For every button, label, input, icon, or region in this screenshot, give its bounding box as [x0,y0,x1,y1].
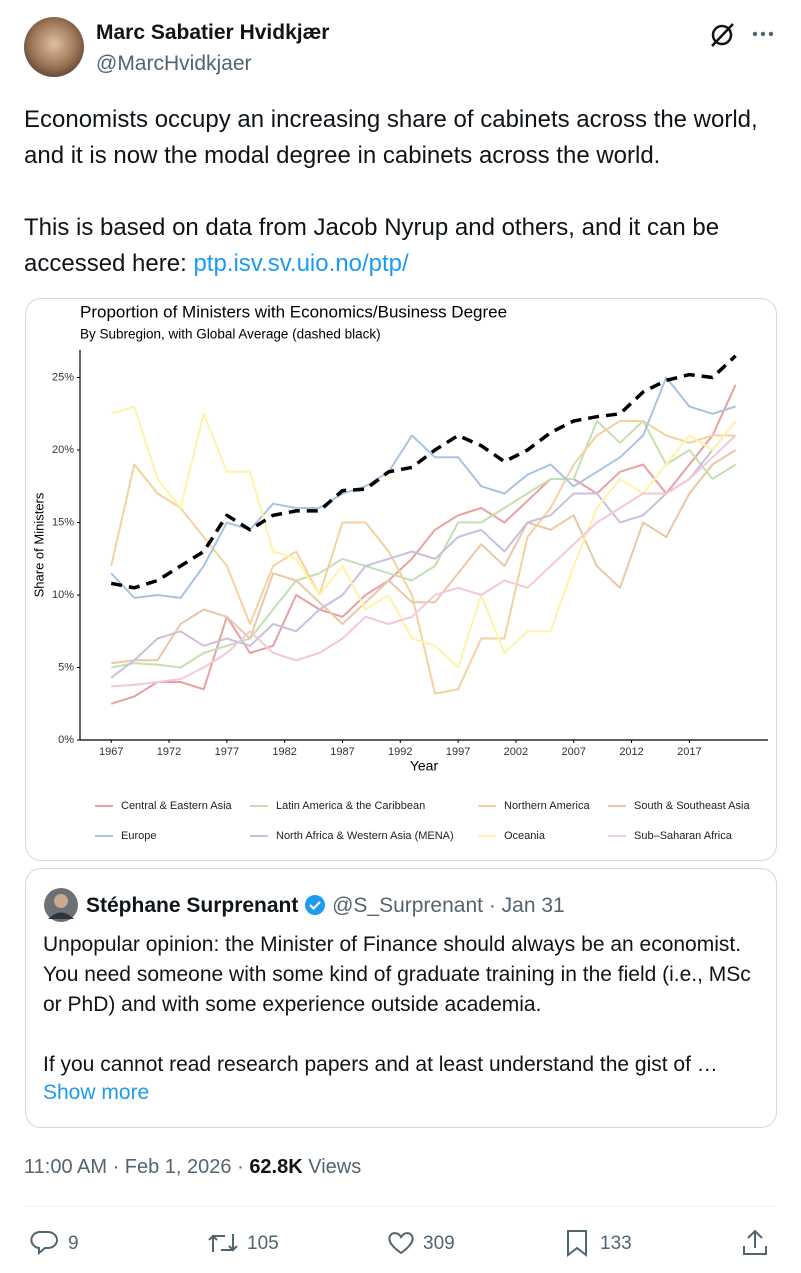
share-icon[interactable] [740,1228,770,1258]
quote-author[interactable]: Stéphane Surprenant [86,894,299,917]
quote-handle[interactable]: @S_Surprenant [332,894,483,917]
global-average-line [110,354,737,590]
reply-count: 9 [68,1233,79,1254]
link[interactable]: ptp.isv.sv.uio.no/ptp/ [193,250,409,277]
chart: Proportion of Ministers with Economics/B… [31,302,768,842]
author-name[interactable]: Marc Sabatier Hvidkjær [96,21,330,44]
tweet-text: This is based on data from Jacob Nyrup a… [24,210,784,282]
legend-label: Northern America [504,800,590,812]
like-icon[interactable] [386,1228,416,1258]
x-tick-label: 1972 [157,746,181,758]
quote-header: Stéphane Surprenant @S_Surprenant · Jan … [86,894,565,918]
repost-icon[interactable] [205,1228,241,1258]
avatar[interactable] [24,17,84,77]
legend-label: South & Southeast Asia [634,800,750,812]
legend-label: Oceania [504,830,546,842]
x-tick-label: 1977 [215,746,239,758]
quote-avatar[interactable] [44,888,80,924]
series-line [110,420,736,695]
series-line [111,449,737,665]
like-count: 309 [423,1233,455,1254]
header-icons[interactable] [706,20,786,50]
tweet-text: This is based on data from Jacob Nyrup a… [24,214,720,277]
y-tick-label: 10% [52,589,74,601]
series-line [111,420,737,669]
reply-icon[interactable] [30,1228,60,1258]
y-tick-label: 5% [58,661,74,673]
bookmark-count: 133 [600,1233,632,1254]
views-label: Views [308,1156,362,1178]
legend-label: Sub–Saharan Africa [634,830,733,842]
separator: · [488,894,496,917]
legend-label: Latin America & the Caribbean [276,800,425,812]
y-tick-label: 0% [58,734,74,746]
y-axis-label: Share of Ministers [31,492,46,597]
x-tick-label: 1992 [388,746,412,758]
show-more[interactable]: Show more [43,1081,150,1104]
x-tick-label: 2012 [619,746,643,758]
y-tick-label: 25% [52,371,74,383]
legend-label: Central & Eastern Asia [121,800,233,812]
repost-count: 105 [247,1233,279,1254]
x-tick-label: 1987 [330,746,354,758]
x-tick-label: 1997 [446,746,470,758]
y-tick-label: 20% [52,444,74,456]
x-tick-label: 1982 [272,746,296,758]
timestamp[interactable]: 11:00 AM · Feb 1, 2026 · [24,1156,250,1178]
x-axis-label: Year [410,758,439,774]
x-tick-label: 2007 [561,746,585,758]
series-line [110,420,737,679]
x-tick-label: 1967 [99,746,123,758]
legend-label: North Africa & Western Asia (MENA) [276,830,454,842]
y-tick-label: 15% [52,516,74,528]
series-line [110,376,736,599]
views-count: 62.8K [249,1156,303,1178]
x-tick-label: 2017 [677,746,701,758]
tweet-text: Economists occupy an increasing share of… [24,106,758,169]
series-line [110,405,737,669]
series-line [110,384,737,705]
meta: 11:00 AM · Feb 1, 2026 · 62.8K Views [24,1156,361,1179]
x-tick-label: 2002 [504,746,528,758]
divider [24,1206,776,1207]
quote-card[interactable] [25,868,777,1128]
series-line [111,434,737,688]
quote-text: If you cannot read research papers and a… [43,1053,718,1076]
media-card[interactable]: Proportion of Ministers with Economics/B… [25,298,777,861]
quote-date[interactable]: Jan 31 [501,894,565,917]
author-handle[interactable]: @MarcHvidkjaer [96,52,252,75]
chart-title: Proportion of Ministers with Economics/B… [80,302,507,321]
chart-subtitle: By Subregion, with Global Average (dashe… [80,327,381,342]
quote-text: Unpopular opinion: the Minister of Finan… [43,933,751,1016]
bookmark-icon[interactable] [564,1228,592,1258]
legend-label: Europe [121,830,156,842]
verified-badge [305,895,326,915]
